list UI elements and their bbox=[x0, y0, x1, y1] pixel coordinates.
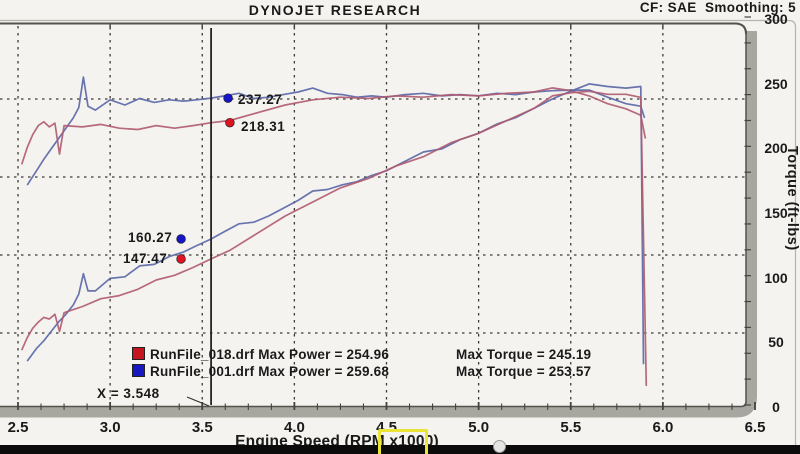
chart-title: DYNOJET RESEARCH bbox=[248, 2, 422, 18]
cursor-dot bbox=[223, 93, 233, 103]
window-border bbox=[0, 19, 797, 445]
y-tick-label: 250 bbox=[764, 75, 788, 92]
y-tick-label: 50 bbox=[768, 334, 784, 351]
x-tick-label: 3.0 bbox=[99, 419, 121, 436]
legend-row-run-018: RunFile_018.drf Max Power = 254.96 Max To… bbox=[132, 347, 592, 362]
cursor-x-value-label: X = 3.548 bbox=[97, 386, 160, 401]
legend-label-torque-001: Max Torque = 253.57 bbox=[456, 364, 592, 379]
cursor-pointer-line bbox=[186, 396, 210, 407]
cursor-readout-torque-blue: 237.27 bbox=[238, 92, 283, 107]
plot-frame-band bbox=[0, 31, 757, 418]
x-tick-label: 6.5 bbox=[744, 419, 766, 436]
x-tick-label: 4.0 bbox=[283, 419, 305, 436]
cursor-dot bbox=[176, 234, 186, 244]
cursor-dot bbox=[176, 254, 186, 264]
correction-smoothing-label: CF: SAE Smoothing: 5 bbox=[639, 0, 796, 15]
legend-swatch-red bbox=[132, 347, 145, 360]
legend-row-run-001: RunFile_001.drf Max Power = 259.68 Max To… bbox=[132, 364, 592, 379]
curve-power bbox=[20, 90, 648, 387]
cursor-readout-torque-red: 218.31 bbox=[241, 119, 286, 134]
highlight-box-x1000 bbox=[378, 429, 428, 454]
x-tick-label: 2.5 bbox=[7, 419, 29, 436]
y-tick-label: 100 bbox=[764, 269, 788, 286]
legend-label-power-001: RunFile_001.drf Max Power = 259.68 bbox=[150, 364, 390, 379]
y-tick-label: 300 bbox=[764, 11, 788, 27]
legend-label-power-018: RunFile_018.drf Max Power = 254.96 bbox=[150, 347, 390, 362]
x-tick-label: 3.5 bbox=[191, 419, 213, 436]
scrubber-knob[interactable] bbox=[493, 440, 506, 453]
y-tick-label: 200 bbox=[764, 140, 788, 157]
plot-frame-top-line bbox=[0, 22, 747, 35]
video-progress-bar[interactable] bbox=[0, 445, 800, 454]
legend-swatch-blue bbox=[132, 364, 145, 377]
cursor-readout-power-blue: 160.27 bbox=[128, 230, 173, 245]
x-tick-label: 6.0 bbox=[652, 419, 674, 436]
legend-label-torque-018: Max Torque = 245.19 bbox=[456, 347, 592, 362]
curve-torque bbox=[26, 76, 646, 186]
curve-power bbox=[26, 83, 645, 365]
x-tick-label: 5.0 bbox=[468, 419, 490, 436]
x-tick-label: 5.5 bbox=[560, 419, 582, 436]
y-axis-title: Torque (ft-lbs) bbox=[783, 146, 800, 251]
y-tick-label: 0 bbox=[772, 399, 780, 415]
curve-torque bbox=[20, 87, 647, 165]
cursor-dot bbox=[225, 117, 235, 128]
y-tick-label: 150 bbox=[764, 205, 788, 221]
cursor-readout-power-red: 147.47 bbox=[123, 251, 168, 266]
